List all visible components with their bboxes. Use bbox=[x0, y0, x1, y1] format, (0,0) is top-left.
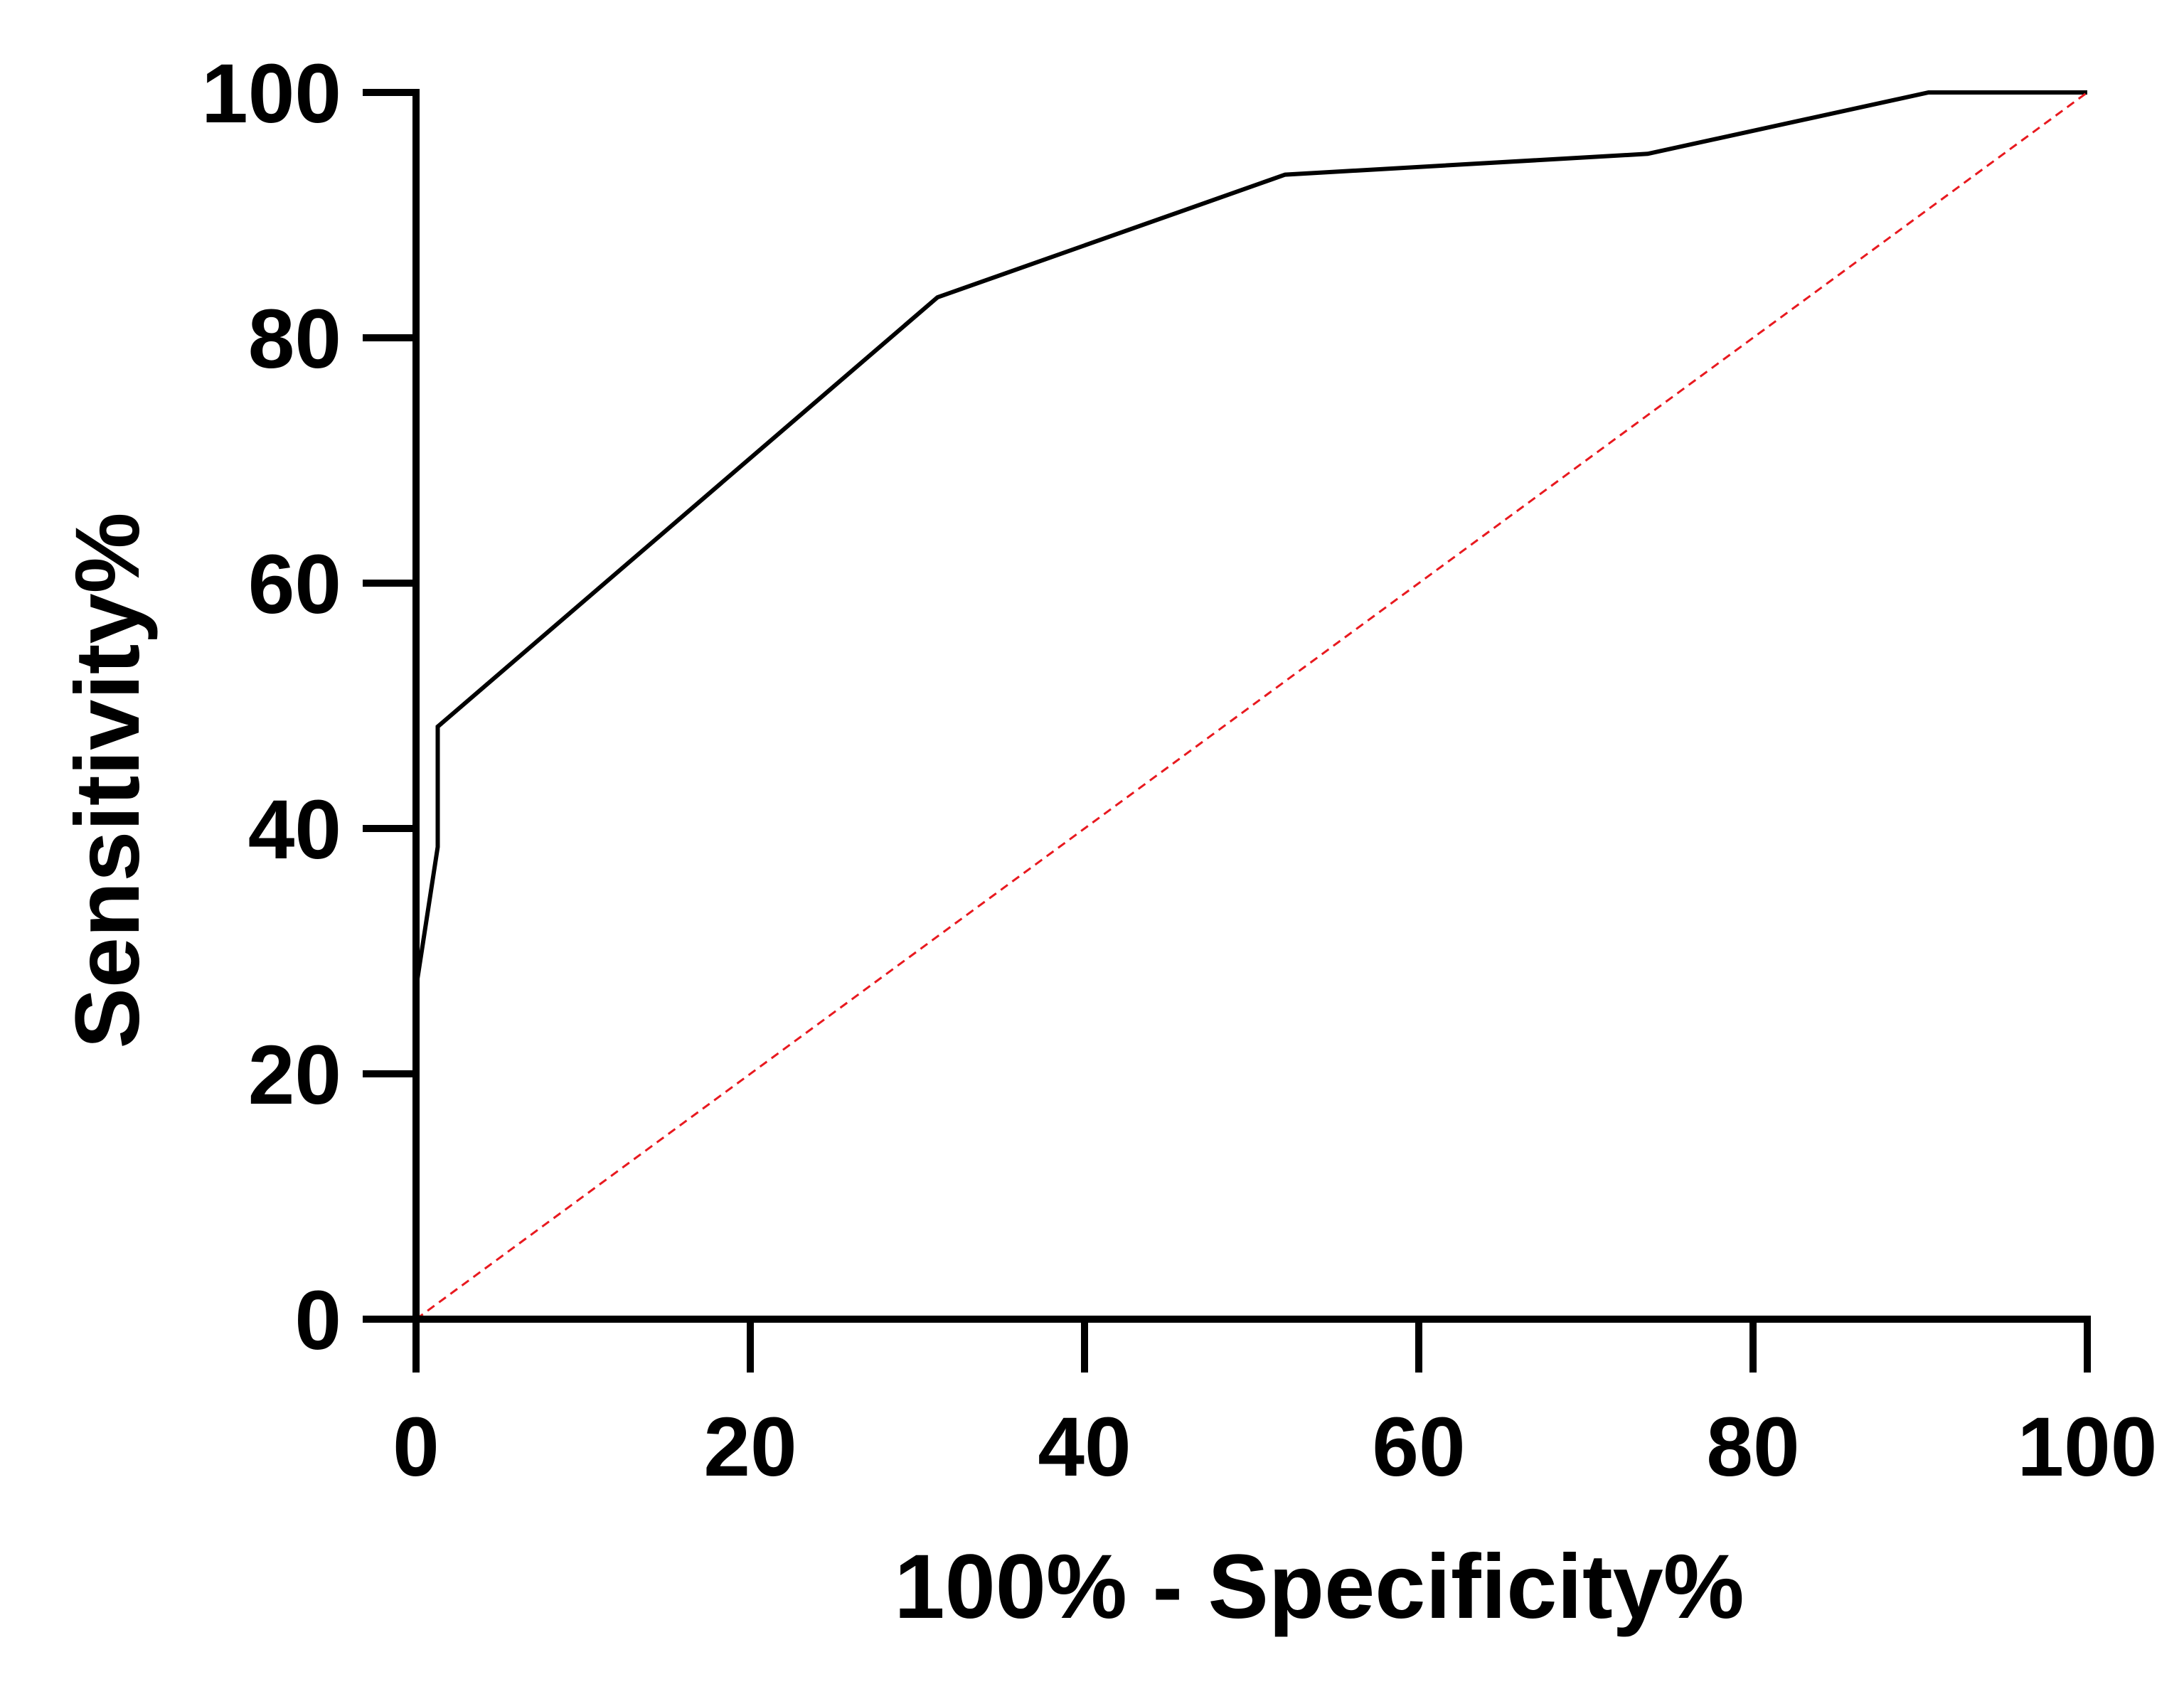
y-ticks: 0 20 40 60 80 100 bbox=[201, 47, 416, 1368]
y-tick-label-0: 0 bbox=[294, 1274, 341, 1368]
x-tick-label-4: 80 bbox=[1706, 1400, 1799, 1494]
x-tick-label-0: 0 bbox=[393, 1400, 440, 1494]
y-tick-label-3: 60 bbox=[248, 538, 341, 632]
y-tick-label-2: 40 bbox=[248, 783, 341, 877]
x-axis-title: 100% - Specificity% bbox=[894, 1536, 1744, 1638]
x-tick-label-2: 40 bbox=[1038, 1400, 1131, 1494]
y-tick-label-4: 80 bbox=[248, 292, 341, 386]
axes-layer: 0 20 40 60 80 100 0 20 40 60 80 100 bbox=[201, 47, 2157, 1494]
x-ticks: 0 20 40 60 80 100 bbox=[393, 1319, 2157, 1494]
x-tick-label-5: 100 bbox=[2018, 1400, 2158, 1494]
reference-line bbox=[415, 91, 2088, 1321]
x-tick-label-1: 20 bbox=[703, 1400, 797, 1494]
y-tick-label-5: 100 bbox=[201, 47, 341, 141]
y-axis-title: Sensitivity% bbox=[57, 512, 159, 1048]
x-tick-label-3: 60 bbox=[1372, 1400, 1465, 1494]
roc-curve bbox=[414, 90, 2087, 1050]
series-layer bbox=[414, 90, 2088, 1321]
y-tick-label-1: 20 bbox=[248, 1028, 341, 1122]
